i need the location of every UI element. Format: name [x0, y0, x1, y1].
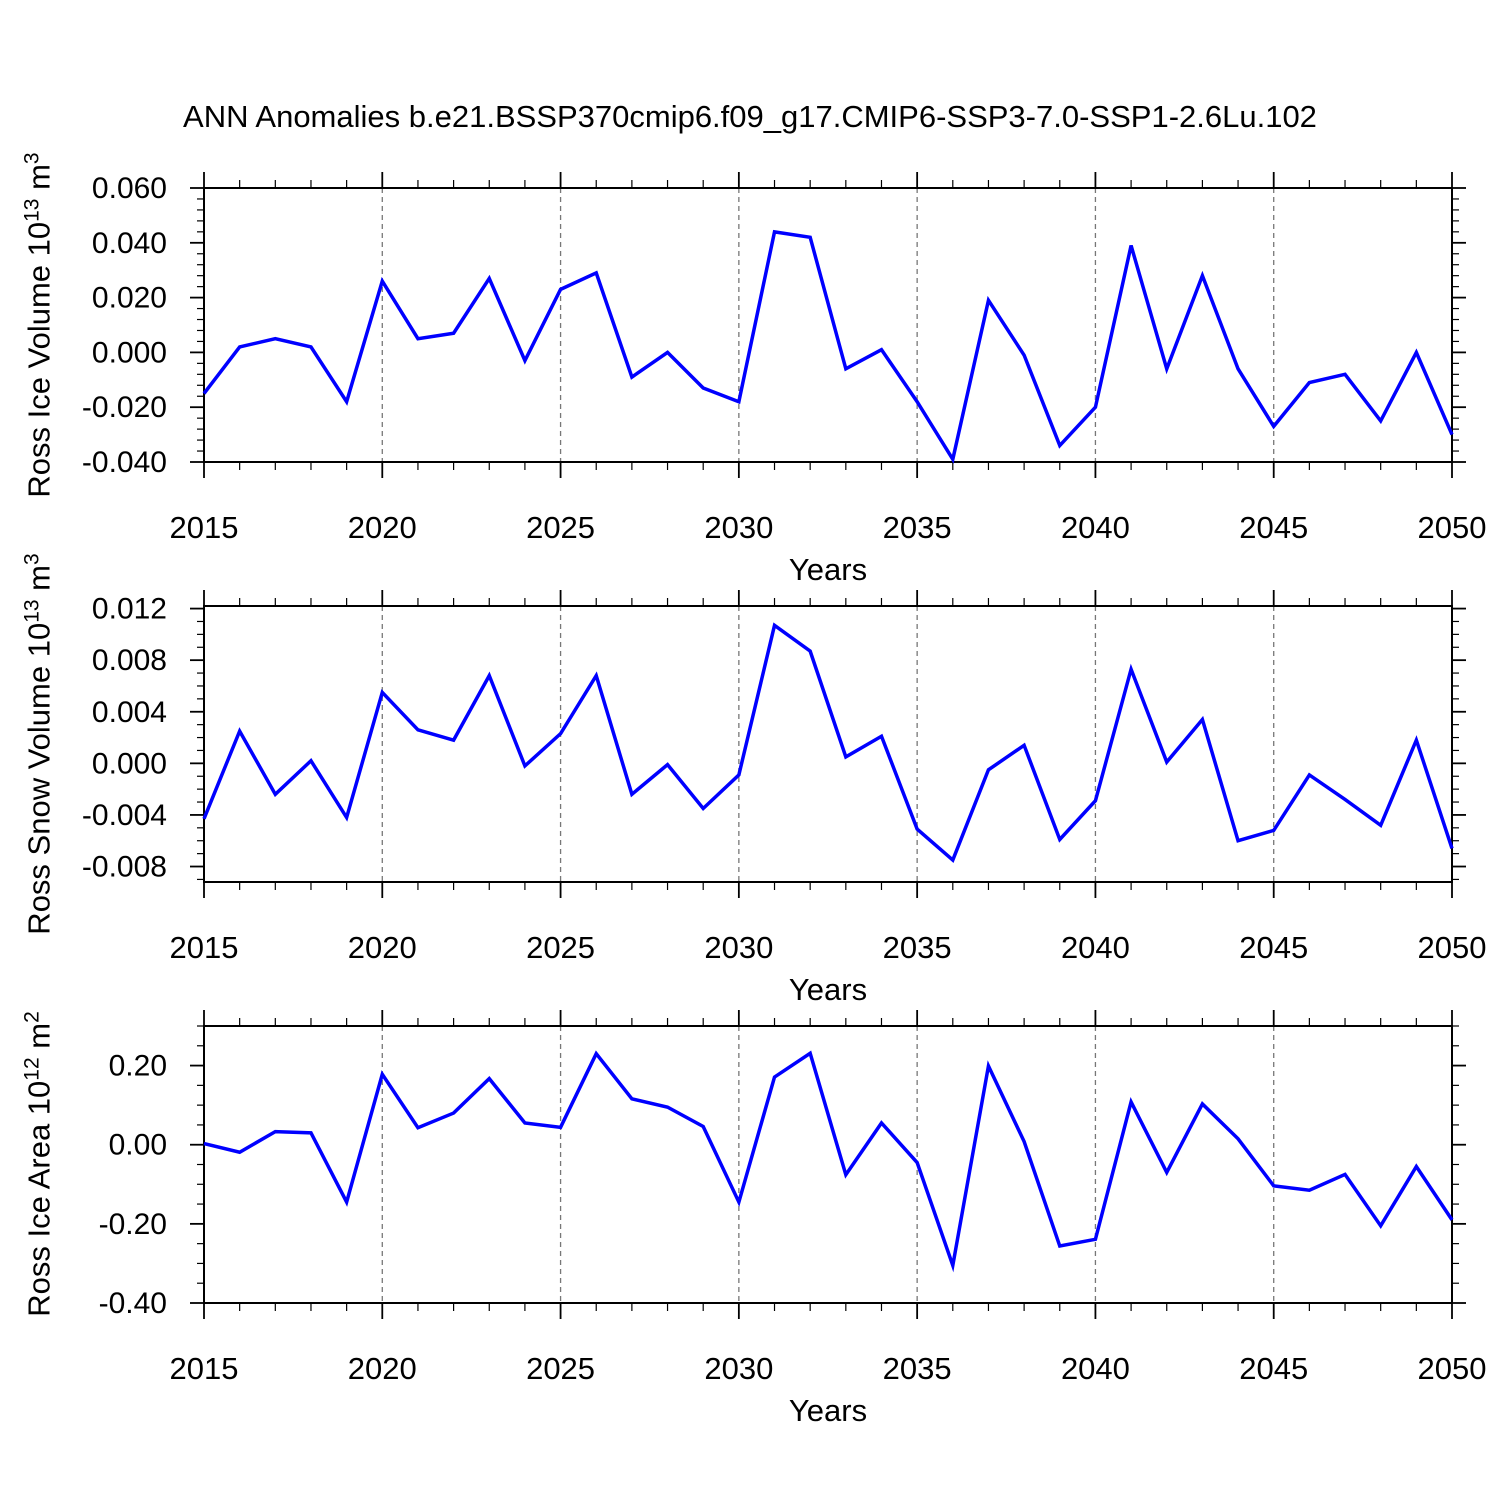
x-tick-label: 2025 — [526, 930, 595, 965]
x-tick-label: 2045 — [1239, 510, 1308, 545]
plot-frame — [203, 1025, 1453, 1304]
x-tick-label: 2015 — [170, 930, 239, 965]
y-axis-title-exponent: 13 — [20, 198, 44, 222]
y-tick-label: 0.008 — [92, 644, 167, 677]
x-tick-label: 2030 — [704, 1351, 773, 1386]
x-tick-label: 2030 — [704, 930, 773, 965]
x-tick-label: 2040 — [1061, 1351, 1130, 1386]
y-axis-title-text: Ross Ice Volume 10 — [21, 221, 57, 498]
y-tick-label: -0.004 — [82, 799, 167, 832]
plot-frame — [203, 605, 1453, 883]
y-axis-title-unit: m — [21, 164, 57, 199]
y-axis-title-unit-exponent: 3 — [20, 152, 44, 165]
y-tick-label: -0.020 — [82, 391, 167, 424]
y-axis-title-unit-exponent: 2 — [20, 1011, 44, 1023]
y-axis-title-exponent: 13 — [20, 599, 44, 623]
x-tick-label: 2050 — [1418, 930, 1487, 965]
ross-ice-area-line — [203, 1050, 1454, 1273]
y-axis-title-text: Ross Ice Area 10 — [21, 1080, 57, 1317]
panel-ross-snow-volume: 0.012 0.008 0.004 0.000 -0.004 -0.008 2015 2020… — [82, 590, 1487, 965]
y-tick-label: 0.000 — [92, 336, 167, 369]
x-tick-label: 2015 — [170, 510, 239, 545]
y-tick-label: -0.040 — [82, 446, 167, 479]
x-tick-label: 2020 — [348, 1351, 417, 1386]
y-tick-label: 0.020 — [92, 282, 167, 315]
x-tick-label: 2040 — [1061, 930, 1130, 965]
x-tick-label: 2035 — [883, 930, 952, 965]
x-tick-label: 2020 — [348, 510, 417, 545]
chart-title: ANN Anomalies b.e21.BSSP370cmip6.f09_g17… — [183, 99, 1317, 134]
x-tick-label: 2050 — [1418, 510, 1487, 545]
y-axis-title-unit: m — [21, 564, 57, 600]
y-axis-title-exponent: 12 — [20, 1057, 44, 1081]
x-tick-label: 2020 — [348, 930, 417, 965]
y-tick-label: 0.040 — [92, 227, 167, 260]
y-tick-label: 0.20 — [109, 1050, 167, 1083]
ross-ice-volume-line — [202, 229, 1454, 464]
y-axis-title-unit-exponent: 3 — [20, 553, 44, 565]
x-axis-title-years-panel-2: Years — [788, 972, 868, 1007]
x-tick-label: 2025 — [526, 510, 595, 545]
y-axis-title-unit: m — [21, 1022, 57, 1058]
y-tick-label: 0.012 — [92, 593, 167, 626]
x-tick-label: 2035 — [883, 1351, 952, 1386]
x-tick-label: 2045 — [1239, 1351, 1308, 1386]
y-axis-title-ross-ice-area: Ross Ice Area 1012 m2 — [20, 1011, 57, 1317]
x-tick-label: 2035 — [883, 510, 952, 545]
ross-snow-volume-line — [202, 622, 1454, 864]
y-axis-title-text: Ross Snow Volume 10 — [21, 622, 57, 935]
x-axis-title-years-panel-3: Years — [788, 1393, 868, 1428]
y-axis-title-ross-ice-volume: Ross Ice Volume 1013 m3 — [20, 152, 57, 497]
y-tick-label: 0.00 — [109, 1129, 167, 1162]
y-tick-label: -0.008 — [82, 851, 167, 884]
x-tick-label: 2045 — [1239, 930, 1308, 965]
x-tick-label: 2040 — [1061, 510, 1130, 545]
x-tick-label: 2015 — [170, 1351, 239, 1386]
x-tick-label: 2025 — [526, 1351, 595, 1386]
y-tick-label: -0.20 — [99, 1208, 167, 1241]
x-tick-label: 2050 — [1418, 1351, 1487, 1386]
y-axis-title-ross-snow-volume: Ross Snow Volume 1013 m3 — [20, 553, 57, 934]
y-tick-label: 0.004 — [92, 696, 167, 729]
x-tick-label: 2030 — [704, 510, 773, 545]
y-tick-label: 0.060 — [92, 172, 167, 205]
y-tick-label: 0.000 — [92, 747, 167, 780]
x-axis-title-years-panel-1: Years — [788, 552, 868, 587]
y-tick-label: -0.40 — [99, 1287, 167, 1320]
plot-frame — [203, 187, 1453, 463]
